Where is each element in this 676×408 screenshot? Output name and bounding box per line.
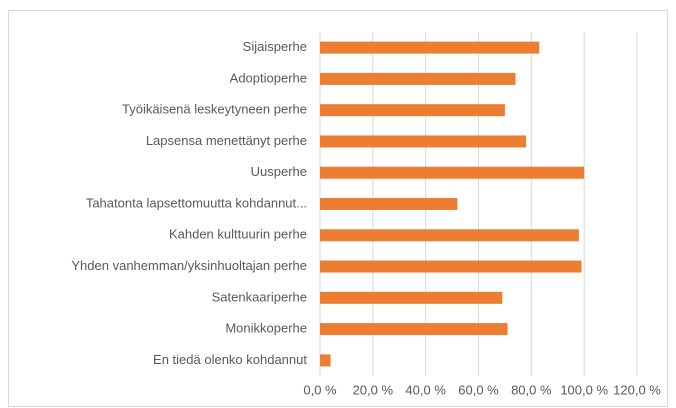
y-tick-label: Tahatonta lapsettomuutta kohdannut... bbox=[86, 195, 307, 210]
y-tick-label: Työikäisenä leskeytyneen perhe bbox=[122, 102, 307, 117]
bar bbox=[320, 135, 527, 148]
bar bbox=[320, 198, 458, 210]
y-tick-label: Uusperhe bbox=[251, 164, 307, 179]
x-tick-label: 60,0 % bbox=[458, 382, 499, 397]
bar bbox=[320, 291, 503, 304]
x-tick-label: 20,0 % bbox=[353, 382, 394, 397]
bar bbox=[320, 229, 579, 242]
y-tick-label: Monikkoperhe bbox=[225, 321, 307, 336]
x-tick-label: 80,0 % bbox=[511, 382, 552, 397]
bar bbox=[320, 166, 585, 179]
bar bbox=[320, 72, 516, 85]
x-tick-label: 40,0 % bbox=[405, 382, 446, 397]
y-tick-label: Satenkaariperhe bbox=[212, 289, 307, 304]
bar bbox=[320, 260, 582, 273]
y-tick-label: Sijaisperhe bbox=[243, 39, 307, 54]
bar bbox=[320, 104, 505, 117]
y-tick-label: Lapsensa menettänyt perhe bbox=[146, 133, 307, 148]
bar bbox=[320, 41, 540, 54]
y-tick-label: En tiedä olenko kohdannut bbox=[153, 352, 307, 367]
x-tick-label: 100,0 % bbox=[560, 382, 608, 397]
bar bbox=[320, 354, 331, 367]
x-tick-label: 0,0 % bbox=[303, 382, 337, 397]
y-tick-label: Yhden vanhemman/yksinhuoltajan perhe bbox=[71, 258, 307, 273]
y-tick-label: Kahden kulttuurin perhe bbox=[169, 227, 307, 242]
x-tick-label: 120,0 % bbox=[613, 382, 661, 397]
bar bbox=[320, 323, 508, 336]
y-tick-label: Adoptioperhe bbox=[230, 70, 307, 85]
